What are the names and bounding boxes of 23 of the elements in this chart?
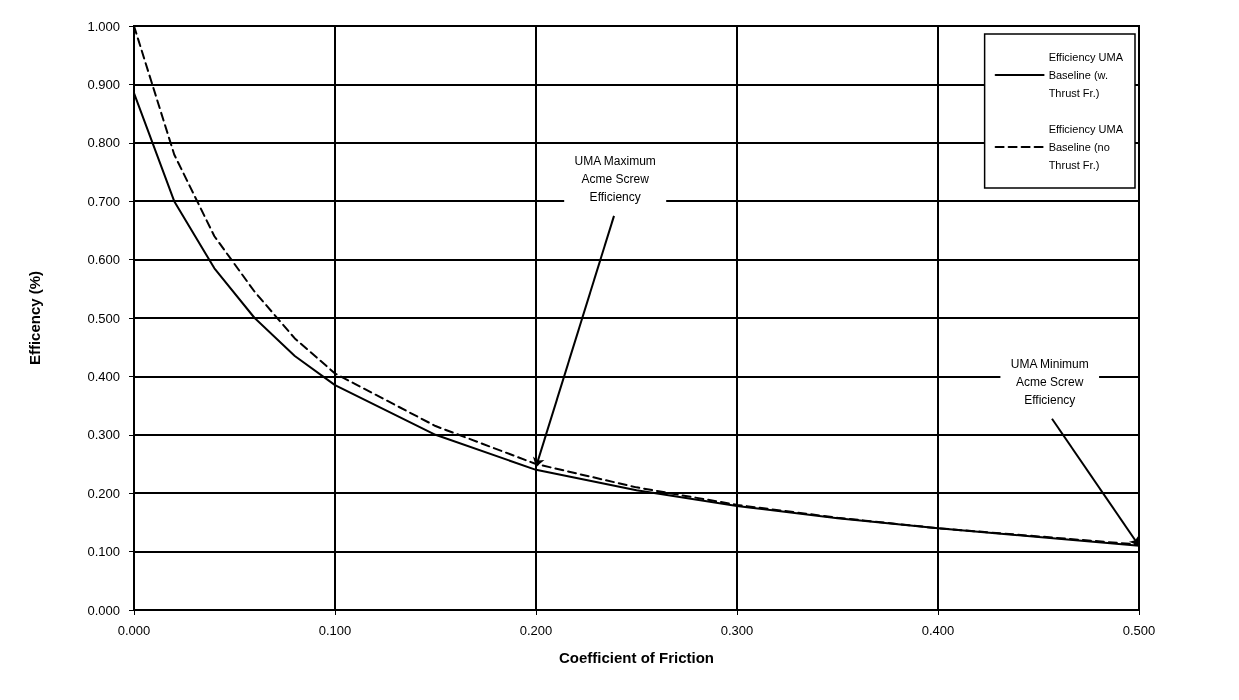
y-tick-label: 0.200 bbox=[87, 485, 120, 501]
y-tick-label: 0.400 bbox=[87, 368, 120, 384]
y-tick-label: 0.700 bbox=[87, 193, 120, 209]
y-tick-label: 0.800 bbox=[87, 135, 120, 151]
y-tick-label: 0.500 bbox=[87, 310, 120, 326]
x-tick-label: 0.400 bbox=[921, 623, 955, 638]
y-tick-label: 0.600 bbox=[87, 252, 120, 268]
legend-label: Efficiency UMA Baseline (w. Thrust Fr.) bbox=[1048, 51, 1124, 99]
y-tick-label: 0.900 bbox=[87, 76, 120, 92]
legend-label: Efficiency UMA Baseline (no Thrust Fr.) bbox=[1048, 123, 1124, 171]
x-tick-label: 0.100 bbox=[318, 623, 352, 638]
x-tick-label: 0.000 bbox=[117, 623, 151, 638]
x-tick-label: 0.300 bbox=[720, 623, 754, 638]
x-axis-title: Coefficient of Friction bbox=[559, 649, 714, 666]
y-tick-label: 0.300 bbox=[87, 427, 120, 443]
y-axis-title: Efficency (%) bbox=[26, 270, 43, 366]
x-tick-label: 0.500 bbox=[1122, 623, 1156, 638]
x-tick-label: 0.200 bbox=[519, 623, 553, 638]
y-tick-label: 0.000 bbox=[87, 602, 120, 618]
y-tick-label: 1.000 bbox=[87, 18, 120, 34]
y-tick-label: 0.100 bbox=[87, 544, 120, 560]
annotation: UMA Minimum Acme Screw Efficiency bbox=[1010, 357, 1089, 408]
annotation: UMA Maximum Acme Screw Efficiency bbox=[574, 154, 656, 205]
